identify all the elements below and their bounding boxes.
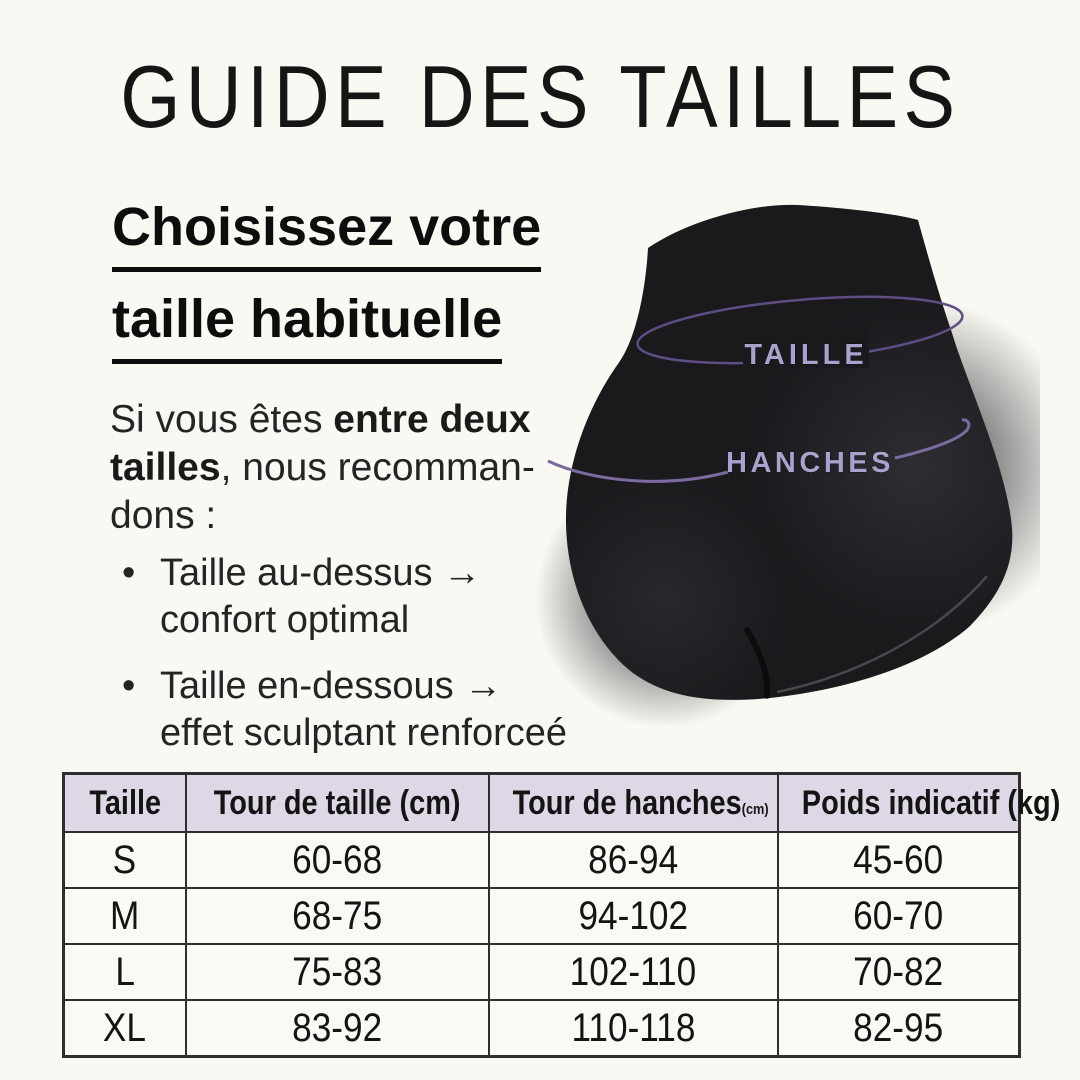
- cell-value: 60-70: [853, 893, 944, 938]
- list-item: Taille en-dessous → effet sculptant renf…: [122, 663, 567, 757]
- table-header-row: Taille Tour de taille (cm) Tour de hanch…: [62, 772, 1060, 833]
- cell-value: M: [110, 893, 140, 938]
- cell-value: 82-95: [853, 1005, 944, 1050]
- cell-waist: 75-83: [184, 943, 490, 1001]
- header-label: Taille: [88, 783, 161, 822]
- cell-value: 75-83: [291, 949, 383, 994]
- header-label: Tour de hanches(cm): [512, 784, 768, 823]
- cell-hips: 110-118: [487, 999, 779, 1058]
- bullet-line-2: confort optimal: [160, 599, 410, 641]
- garment-highlight: [745, 298, 1080, 638]
- header-label-text: Tour de hanches: [512, 783, 742, 822]
- cell-weight: 70-82: [776, 943, 1021, 1001]
- waist-label-backing: [743, 330, 869, 368]
- between-sizes-paragraph: Si vous êtes entre deux tailles, nous re…: [110, 396, 535, 540]
- header-label: Tour de taille (cm): [213, 783, 461, 822]
- garment-crease: [744, 627, 771, 699]
- cell-value: 45-60: [853, 837, 944, 882]
- table-row: S 60-68 86-94 45-60: [62, 831, 1021, 889]
- choose-size-heading: Choisissez votre taille habituelle: [112, 196, 542, 380]
- cell-value: L: [114, 949, 135, 994]
- header-tour-de-hanches: Tour de hanches(cm): [487, 772, 779, 833]
- table-row: M 68-75 94-102 60-70: [62, 887, 1021, 945]
- header-poids-indicatif: Poids indicatif (kg): [776, 772, 1060, 833]
- garment-highlight: [535, 468, 795, 728]
- cell-value: S: [113, 837, 137, 882]
- bullet-line-1: Taille au-dessus →: [160, 552, 482, 594]
- paragraph-line-2: tailles, nous recomman-: [110, 444, 535, 492]
- leg-opening-edge: [776, 575, 988, 694]
- cell-size: XL: [62, 999, 187, 1058]
- header-tour-de-taille: Tour de taille (cm): [184, 772, 490, 833]
- header-unit: (cm): [741, 800, 769, 818]
- cell-waist: 68-75: [184, 887, 490, 945]
- paragraph-line-1: Si vous êtes entre deux: [110, 396, 535, 444]
- cell-value: XL: [103, 1005, 147, 1050]
- cell-waist: 83-92: [184, 999, 490, 1058]
- cell-size: L: [62, 943, 187, 1001]
- cell-weight: 60-70: [776, 887, 1021, 945]
- cell-weight: 82-95: [776, 999, 1021, 1058]
- heading-line-1: Choisissez votre: [112, 196, 542, 272]
- waist-label: TAILLE: [744, 339, 867, 371]
- list-item: Taille au-dessus → confort optimal: [122, 550, 567, 644]
- page-title-text: GUIDE DES TAILLES: [119, 47, 961, 146]
- cell-hips: 102-110: [487, 943, 779, 1001]
- paragraph-text: , nous recomman-: [220, 446, 535, 489]
- bullet-line-2: effet sculptant renforceé: [160, 712, 567, 754]
- hips-measure-line: [894, 418, 971, 460]
- table-row: XL 83-92 110-118 82-95: [62, 999, 1021, 1058]
- cell-size: S: [62, 831, 187, 889]
- paragraph-bold-text: tailles: [110, 446, 221, 489]
- cell-hips: 94-102: [487, 887, 779, 945]
- paragraph-text: dons :: [110, 494, 217, 537]
- cell-value: 60-68: [291, 837, 383, 882]
- paragraph-bold-text: entre deux: [333, 398, 531, 441]
- cell-value: 68-75: [291, 893, 383, 938]
- heading-line-2: taille habituelle: [112, 288, 503, 364]
- recommendation-list: Taille au-dessus → confort optimal Taill…: [122, 550, 567, 776]
- cell-waist: 60-68: [184, 831, 490, 889]
- cell-hips: 86-94: [487, 831, 779, 889]
- header-label: Poids indicatif (kg): [801, 783, 1060, 822]
- cell-value: 94-102: [578, 893, 688, 938]
- cell-value: 70-82: [853, 949, 944, 994]
- paragraph-line-3: dons :: [110, 492, 535, 540]
- cell-value: 83-92: [291, 1005, 383, 1050]
- shapewear-diagram: TAILLE HANCHES: [515, 168, 1080, 783]
- size-table: Taille Tour de taille (cm) Tour de hanch…: [62, 772, 1060, 1058]
- hips-measure-line: [547, 459, 729, 483]
- page-title: GUIDE DES TAILLES: [0, 46, 1080, 148]
- paragraph-text: Si vous êtes: [110, 398, 334, 441]
- shapewear-illustration: TAILLE HANCHES: [535, 204, 1080, 728]
- header-taille: Taille: [62, 772, 187, 833]
- cell-weight: 45-60: [776, 831, 1021, 889]
- hips-label: HANCHES: [726, 447, 894, 479]
- table-row: L 75-83 102-110 70-82: [62, 943, 1021, 1001]
- bullet-line-1: Taille en-dessous →: [160, 665, 503, 707]
- cell-value: 102-110: [569, 949, 697, 994]
- cell-value: 86-94: [587, 837, 679, 882]
- cell-value: 110-118: [571, 1005, 695, 1050]
- cell-size: M: [62, 887, 187, 945]
